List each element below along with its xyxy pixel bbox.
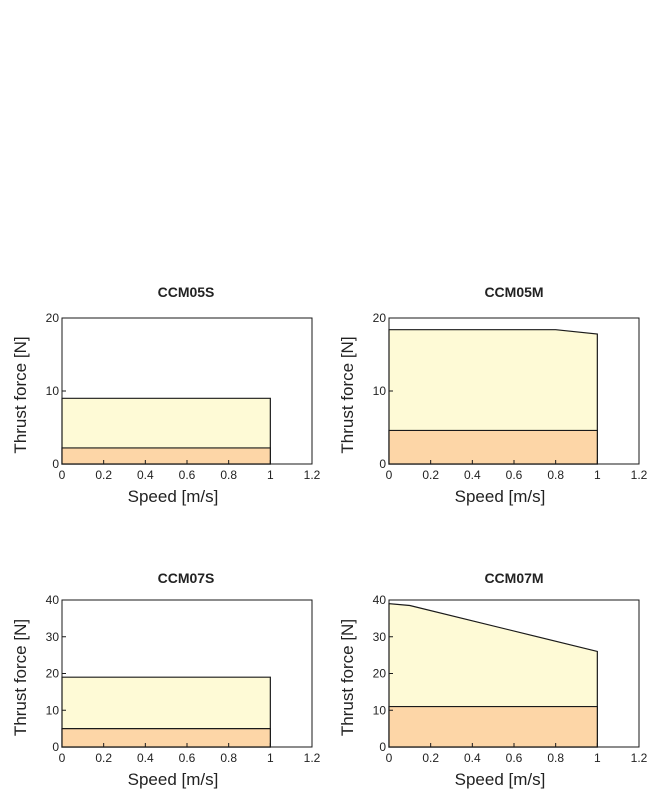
continuous-thrust-area bbox=[61, 447, 271, 465]
x-tick-label: 0.2 bbox=[95, 751, 112, 765]
x-tick-label: 1.2 bbox=[631, 751, 648, 765]
x-tick-label: 0.6 bbox=[179, 468, 196, 482]
y-tick-label: 0 bbox=[52, 457, 59, 471]
x-tick-label: 0 bbox=[386, 751, 393, 765]
x-tick-label: 0.4 bbox=[464, 468, 481, 482]
y-tick-label: 10 bbox=[46, 384, 60, 398]
x-tick-label: 0 bbox=[59, 468, 66, 482]
y-tick-label: 10 bbox=[46, 703, 60, 717]
y-tick-label: 10 bbox=[373, 384, 387, 398]
x-tick-label: 0.4 bbox=[137, 468, 154, 482]
x-axis-label: Speed [m/s] bbox=[128, 770, 219, 789]
x-axis-label: Speed [m/s] bbox=[128, 487, 219, 506]
y-tick-label: 0 bbox=[379, 740, 386, 754]
x-tick-label: 1.2 bbox=[304, 468, 321, 482]
x-tick-label: 1 bbox=[594, 751, 601, 765]
x-tick-label: 1 bbox=[267, 751, 274, 765]
chart-title: CCM05M bbox=[484, 284, 543, 300]
y-tick-label: 40 bbox=[373, 593, 387, 607]
y-axis-label: Thrust force [N] bbox=[11, 336, 30, 453]
x-tick-label: 1.2 bbox=[631, 468, 648, 482]
x-tick-label: 0 bbox=[386, 468, 393, 482]
y-tick-label: 20 bbox=[373, 667, 387, 681]
y-tick-label: 30 bbox=[46, 630, 60, 644]
x-tick-label: 0.8 bbox=[220, 468, 237, 482]
x-axis-label: Speed [m/s] bbox=[455, 770, 546, 789]
continuous-thrust-area bbox=[61, 728, 271, 748]
y-tick-label: 0 bbox=[52, 740, 59, 754]
y-tick-label: 30 bbox=[373, 630, 387, 644]
x-tick-label: 0.6 bbox=[506, 751, 523, 765]
x-tick-label: 1 bbox=[594, 468, 601, 482]
y-tick-label: 20 bbox=[373, 311, 387, 325]
x-tick-label: 0.2 bbox=[422, 751, 439, 765]
y-tick-label: 20 bbox=[46, 311, 60, 325]
continuous-thrust-area bbox=[388, 705, 598, 748]
chart-title: CCM07M bbox=[484, 570, 543, 586]
x-tick-label: 0 bbox=[59, 751, 66, 765]
chart-2: CCM07S 0 0.2 0.4 0.6 0.8 1 1.2 0 10 20 30 40 Speed [m… bbox=[11, 570, 321, 789]
y-axis-label: Thrust force [N] bbox=[11, 619, 30, 736]
x-tick-label: 0.8 bbox=[547, 751, 564, 765]
x-tick-label: 0.4 bbox=[464, 751, 481, 765]
continuous-thrust-area bbox=[388, 429, 598, 465]
x-axis-label: Speed [m/s] bbox=[455, 487, 546, 506]
chart-3: CCM07M 0 0.2 0.4 0.6 0.8 1 1.2 0 10 20 30 40 Speed [m… bbox=[338, 570, 648, 789]
y-axis-label: Thrust force [N] bbox=[338, 619, 357, 736]
x-tick-label: 1 bbox=[267, 468, 274, 482]
y-tick-label: 40 bbox=[46, 593, 60, 607]
y-axis-label: Thrust force [N] bbox=[338, 336, 357, 453]
chart-title: CCM07S bbox=[158, 570, 215, 586]
x-tick-label: 0.8 bbox=[220, 751, 237, 765]
chart-1: CCM05M 0 0.2 0.4 0.6 0.8 1 1.2 0 10 20 Speed [m/s] T… bbox=[338, 284, 648, 506]
x-tick-label: 0.6 bbox=[506, 468, 523, 482]
x-tick-label: 0.2 bbox=[95, 468, 112, 482]
x-tick-label: 0.4 bbox=[137, 751, 154, 765]
x-tick-label: 0.6 bbox=[179, 751, 196, 765]
y-tick-label: 0 bbox=[379, 457, 386, 471]
x-tick-label: 1.2 bbox=[304, 751, 321, 765]
x-tick-label: 0.2 bbox=[422, 468, 439, 482]
y-tick-label: 20 bbox=[46, 667, 60, 681]
chart-0: CCM05S 0 0.2 0.4 0.6 0.8 1 1.2 0 10 20 Speed [m/s] T… bbox=[11, 284, 321, 506]
x-tick-label: 0.8 bbox=[547, 468, 564, 482]
chart-title: CCM05S bbox=[158, 284, 215, 300]
y-tick-label: 10 bbox=[373, 703, 387, 717]
